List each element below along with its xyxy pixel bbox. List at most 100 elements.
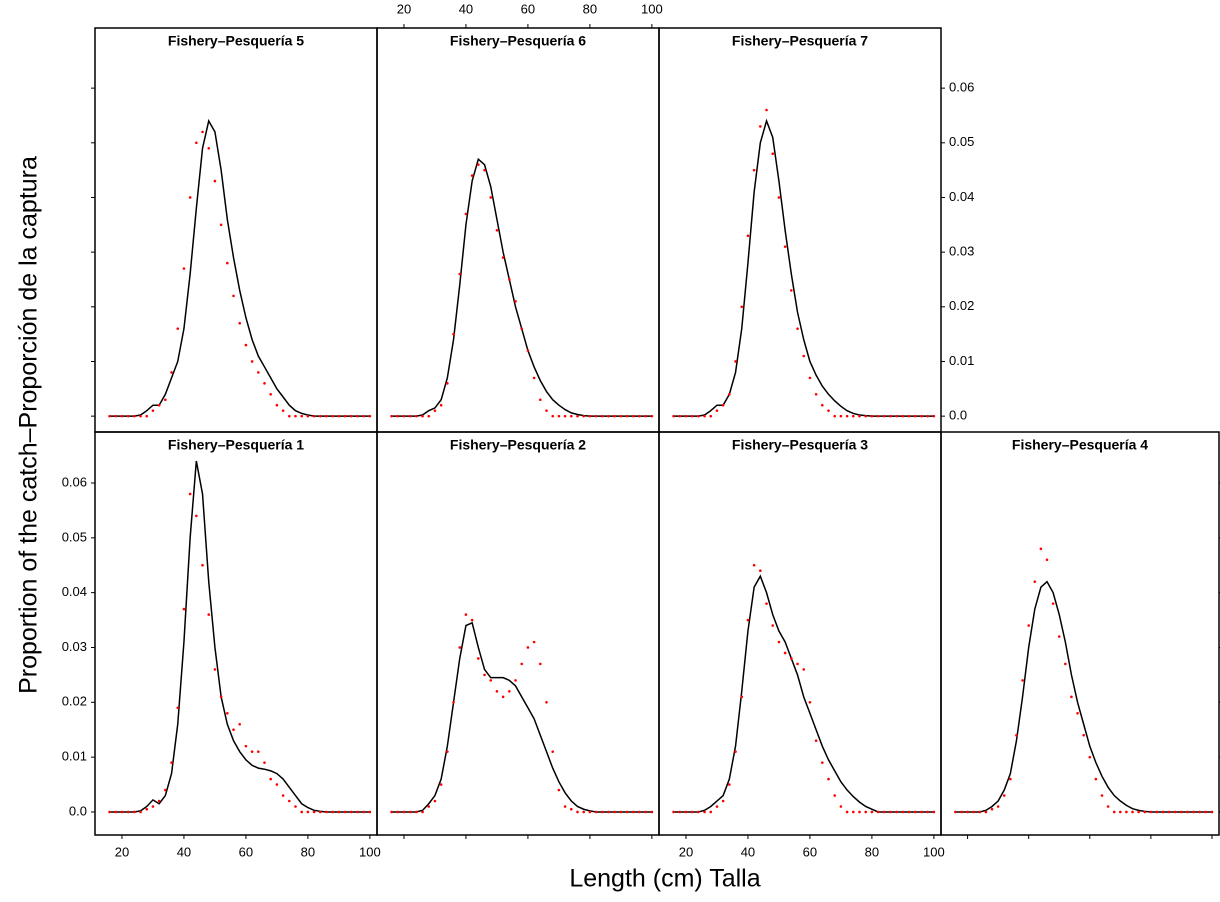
observed-point <box>545 409 548 412</box>
observed-point <box>1204 810 1208 814</box>
observed-point <box>238 722 242 726</box>
model-line <box>673 118 934 417</box>
observed-point <box>288 799 291 803</box>
observed-point <box>390 414 393 418</box>
panel-title: Fishery–Pesquería 6 <box>450 33 586 49</box>
observed-point <box>613 810 616 814</box>
observed-point <box>433 409 437 412</box>
observed-point <box>594 810 598 814</box>
observed-point <box>170 761 173 764</box>
observed-point <box>257 371 260 374</box>
observed-point <box>133 414 136 418</box>
observed-point <box>734 360 737 363</box>
observed-point <box>526 349 530 352</box>
observed-point <box>1143 810 1147 814</box>
observed-point <box>306 810 310 814</box>
panel-frame <box>376 431 660 836</box>
observed-point <box>1088 755 1092 759</box>
y-tick-label: 0.06 <box>949 80 974 95</box>
observed-point <box>145 414 149 418</box>
observed-point <box>588 414 592 418</box>
observed-point <box>672 414 675 418</box>
y-tick-label: 0.04 <box>949 189 974 204</box>
observed-point <box>415 414 418 418</box>
observed-point <box>1094 777 1098 781</box>
observed-point <box>1100 794 1104 797</box>
observed-point <box>532 376 536 380</box>
x-tick-label: 100 <box>923 844 945 859</box>
observed-point <box>1137 810 1140 814</box>
observed-point <box>312 810 316 814</box>
panel-frame <box>94 431 378 836</box>
observed-point <box>151 409 155 412</box>
y-tick-label: 0.0 <box>949 408 967 423</box>
panel-title: Fishery–Pesquería 2 <box>450 437 586 453</box>
observed-point <box>250 750 254 753</box>
y-tick-label: 0.02 <box>62 694 87 709</box>
model-line <box>391 157 652 417</box>
observed-point <box>281 794 285 797</box>
observed-point <box>740 695 744 699</box>
observed-point <box>1198 810 1202 814</box>
observed-point <box>644 414 647 418</box>
observed-point <box>232 728 235 732</box>
observed-point <box>226 261 229 265</box>
observed-point <box>120 810 124 814</box>
observed-point <box>845 414 849 418</box>
observed-point <box>889 810 892 814</box>
observed-point <box>213 668 217 671</box>
observed-point <box>244 744 248 748</box>
observed-point <box>907 810 911 814</box>
observed-point <box>539 662 542 666</box>
observed-point <box>697 414 700 418</box>
observed-point <box>318 414 322 418</box>
observed-point <box>1161 810 1165 814</box>
observed-point <box>269 777 273 781</box>
observed-point <box>954 810 957 814</box>
observed-point <box>771 152 775 156</box>
observed-point <box>164 788 167 792</box>
observed-point <box>895 810 898 814</box>
observed-point <box>343 414 347 418</box>
observed-point <box>1076 711 1079 715</box>
observed-point <box>157 403 161 407</box>
observed-point <box>913 414 917 418</box>
observed-point <box>990 807 994 811</box>
observed-point <box>1002 794 1006 797</box>
y-tick-label: 0.01 <box>62 749 87 764</box>
observed-point <box>263 382 266 385</box>
observed-point <box>219 223 223 227</box>
observed-point <box>619 810 623 814</box>
observed-point <box>1106 805 1110 808</box>
observed-point <box>895 414 898 418</box>
observed-point <box>495 228 499 232</box>
observed-point <box>858 414 861 418</box>
observed-point <box>752 563 756 567</box>
observed-point <box>783 651 787 655</box>
observed-point <box>294 414 297 418</box>
observed-point <box>532 640 536 644</box>
y-tick-label: 0.05 <box>62 529 87 544</box>
observed-point <box>926 414 929 418</box>
observed-point <box>638 810 641 814</box>
observed-point <box>978 810 982 814</box>
observed-point <box>607 810 610 814</box>
observed-point <box>415 810 418 814</box>
observed-point <box>300 414 303 418</box>
observed-point <box>876 810 880 814</box>
observed-point <box>588 810 592 814</box>
observed-point <box>446 750 449 753</box>
observed-point <box>362 414 365 418</box>
observed-point <box>759 125 762 128</box>
observed-point <box>182 267 186 270</box>
observed-point <box>501 256 505 259</box>
observed-point <box>644 810 647 814</box>
observed-point <box>433 799 437 803</box>
x-tick-label: 80 <box>583 1 597 16</box>
observed-point <box>1180 810 1183 814</box>
observed-point <box>570 807 573 811</box>
observed-point <box>396 414 400 418</box>
observed-point <box>349 810 353 814</box>
observed-point <box>960 810 963 814</box>
observed-point <box>337 810 341 814</box>
